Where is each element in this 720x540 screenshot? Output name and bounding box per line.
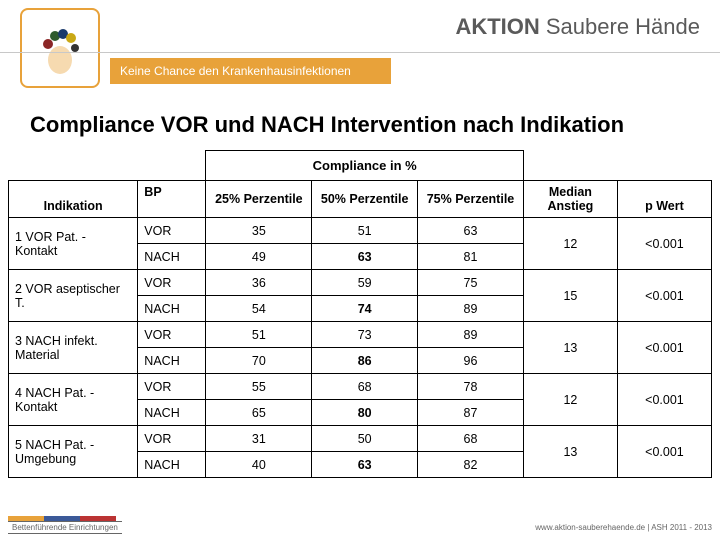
cell-p75: 63 [418,218,524,244]
cell-median: 12 [523,218,617,270]
cell-bp: NACH [138,244,206,270]
th-bp: BP [138,181,206,218]
cell-p25: 70 [206,348,312,374]
cell-bp: VOR [138,374,206,400]
page-title: Compliance VOR und NACH Intervention nac… [30,112,624,138]
cell-p50: 51 [312,218,418,244]
cell-indikation: 4 NACH Pat. - Kontakt [9,374,138,426]
cell-p75: 89 [418,296,524,322]
cell-pwert: <0.001 [617,374,711,426]
cell-bp: NACH [138,400,206,426]
th-p75: 75% Perzentile [418,181,524,218]
cell-p50: 86 [312,348,418,374]
table-row: 4 NACH Pat. - KontaktVOR55687812<0.001 [9,374,712,400]
cell-bp: VOR [138,426,206,452]
cell-median: 12 [523,374,617,426]
brand-bold: AKTION [455,14,539,39]
super-header: Compliance in % [206,151,523,181]
cell-bp: VOR [138,322,206,348]
compliance-table-container: Compliance in % Indikation BP 25% Perzen… [8,150,712,478]
th-median: Median Anstieg [523,181,617,218]
table-row: 1 VOR Pat. - KontaktVOR35516312<0.001 [9,218,712,244]
cell-p75: 75 [418,270,524,296]
cell-p25: 40 [206,452,312,478]
cell-median: 15 [523,270,617,322]
cell-p50: 50 [312,426,418,452]
logo [20,8,100,88]
cell-p25: 31 [206,426,312,452]
compliance-table: Compliance in % Indikation BP 25% Perzen… [8,150,712,478]
cell-bp: NACH [138,296,206,322]
cell-p25: 49 [206,244,312,270]
th-indikation: Indikation [9,181,138,218]
cell-pwert: <0.001 [617,322,711,374]
cell-bp: NACH [138,348,206,374]
cell-pwert: <0.001 [617,218,711,270]
cell-p50: 80 [312,400,418,426]
th-p50: 50% Perzentile [312,181,418,218]
cell-p50: 74 [312,296,418,322]
cell-p75: 87 [418,400,524,426]
cell-bp: NACH [138,452,206,478]
cell-p25: 65 [206,400,312,426]
cell-p25: 54 [206,296,312,322]
cell-p75: 68 [418,426,524,452]
cell-indikation: 2 VOR aseptischer T. [9,270,138,322]
footer-right: www.aktion-sauberehaende.de | ASH 2011 -… [535,523,712,532]
cell-p25: 35 [206,218,312,244]
cell-p75: 78 [418,374,524,400]
table-row: 5 NACH Pat. - UmgebungVOR31506813<0.001 [9,426,712,452]
cell-p50: 73 [312,322,418,348]
table-row: 3 NACH infekt. MaterialVOR51738913<0.001 [9,322,712,348]
cell-p50: 59 [312,270,418,296]
footer-left: Bettenführende Einrichtungen [8,521,122,534]
cell-pwert: <0.001 [617,270,711,322]
cell-indikation: 3 NACH infekt. Material [9,322,138,374]
cell-bp: VOR [138,270,206,296]
cell-p75: 82 [418,452,524,478]
cell-median: 13 [523,426,617,478]
table-row: 2 VOR aseptischer T.VOR36597515<0.001 [9,270,712,296]
cell-p75: 96 [418,348,524,374]
brand-rest: Saubere Hände [540,14,700,39]
cell-p50: 63 [312,244,418,270]
cell-p50: 68 [312,374,418,400]
th-pwert: p Wert [617,181,711,218]
cell-median: 13 [523,322,617,374]
cell-p25: 51 [206,322,312,348]
cell-p25: 36 [206,270,312,296]
cell-pwert: <0.001 [617,426,711,478]
separator-line [0,52,720,53]
cell-p75: 81 [418,244,524,270]
cell-bp: VOR [138,218,206,244]
cell-p50: 63 [312,452,418,478]
brand-title: AKTION Saubere Hände [455,14,700,40]
cell-p75: 89 [418,322,524,348]
footer: Bettenführende Einrichtungen www.aktion-… [8,521,712,534]
subtitle-bar: Keine Chance den Krankenhausinfektionen [110,58,391,84]
th-p25: 25% Perzentile [206,181,312,218]
cell-indikation: 5 NACH Pat. - Umgebung [9,426,138,478]
cell-p25: 55 [206,374,312,400]
cell-indikation: 1 VOR Pat. - Kontakt [9,218,138,270]
